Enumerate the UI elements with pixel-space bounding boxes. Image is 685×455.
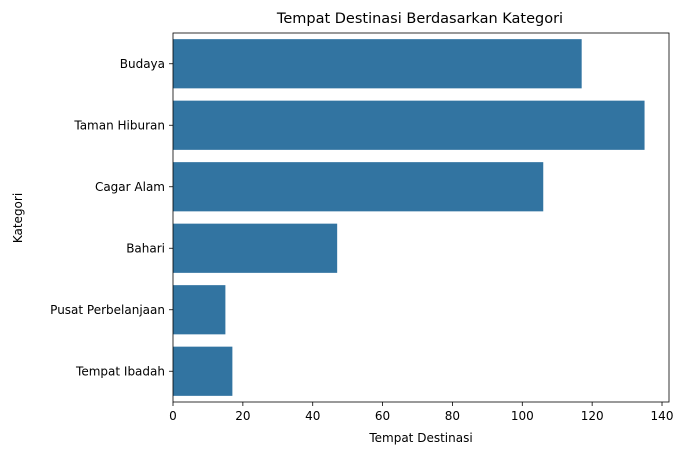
x-tick-label: 20 bbox=[235, 409, 250, 423]
plot-frame bbox=[172, 32, 670, 403]
y-axis-title: Kategori bbox=[11, 193, 25, 243]
bar-cagar-alam bbox=[173, 162, 544, 212]
x-tick-label: 100 bbox=[511, 409, 534, 423]
bar-pusat-perbelanjaan bbox=[173, 285, 226, 335]
x-tick-label: 120 bbox=[581, 409, 604, 423]
bar-taman-hiburan bbox=[173, 100, 645, 150]
bars-layer bbox=[173, 39, 645, 396]
x-tick-label: 140 bbox=[651, 409, 674, 423]
x-tick-label: 80 bbox=[445, 409, 460, 423]
chart-title: Tempat Destinasi Berdasarkan Kategori bbox=[276, 11, 563, 27]
x-tick-label: 40 bbox=[305, 409, 320, 423]
bar-budaya bbox=[173, 39, 582, 89]
y-tick-label: Budaya bbox=[120, 57, 165, 71]
x-axis: 0 20 40 60 80 100 120 140 bbox=[169, 402, 673, 423]
y-tick-label: Cagar Alam bbox=[95, 180, 165, 194]
bar-tempat-ibadah bbox=[173, 346, 233, 396]
y-tick-label: Tempat Ibadah bbox=[75, 364, 165, 378]
x-tick-label: 0 bbox=[169, 409, 177, 423]
x-axis-title: Tempat Destinasi bbox=[368, 431, 472, 445]
y-tick-label: Pusat Perbelanjaan bbox=[50, 303, 165, 317]
x-tick-label: 60 bbox=[375, 409, 390, 423]
y-tick-label: Taman Hiburan bbox=[73, 118, 165, 132]
y-axis: Budaya Taman Hiburan Cagar Alam Bahari Pusat… bbox=[50, 57, 173, 378]
y-tick-label: Bahari bbox=[126, 241, 165, 255]
bar-bahari bbox=[173, 223, 338, 273]
